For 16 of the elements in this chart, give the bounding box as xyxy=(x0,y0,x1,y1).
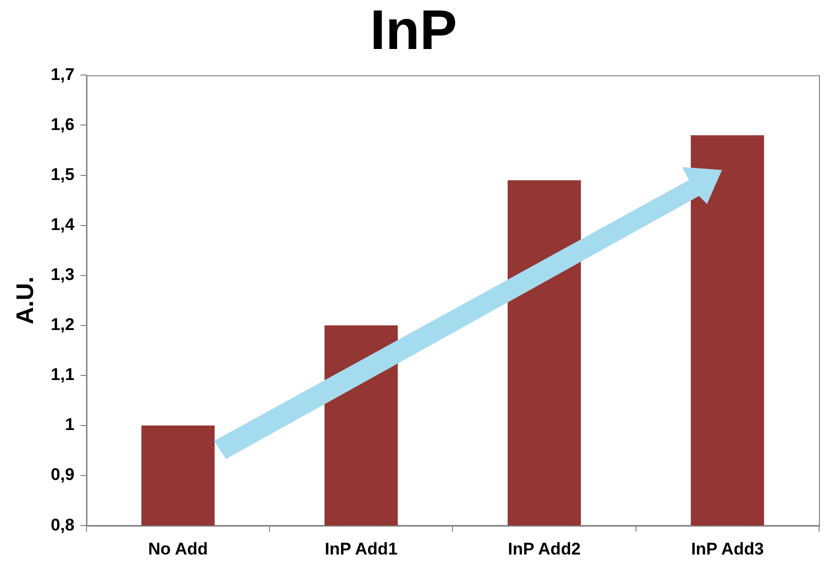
x-tick-label: InP Add2 xyxy=(508,539,581,558)
y-axis-title: A.U. xyxy=(12,276,40,324)
x-tick-label: InP Add3 xyxy=(691,539,764,558)
y-tick-label: 1,4 xyxy=(50,215,75,234)
y-tick-label: 0,8 xyxy=(50,515,74,534)
y-tick-label: 1,3 xyxy=(50,265,74,284)
y-tick-label: 1,7 xyxy=(50,64,74,84)
y-tick-label: 1,1 xyxy=(50,365,74,384)
x-tick-label: InP Add1 xyxy=(324,539,398,558)
y-tick-label: 1,6 xyxy=(50,114,74,134)
x-tick-label: No Add xyxy=(148,539,208,558)
y-tick-label: 1,5 xyxy=(50,164,74,184)
y-tick-label: 1,2 xyxy=(50,315,74,334)
chart-title: InP xyxy=(370,0,458,62)
y-tick-label: 1 xyxy=(64,415,74,434)
y-tick-label: 0,9 xyxy=(50,465,74,484)
